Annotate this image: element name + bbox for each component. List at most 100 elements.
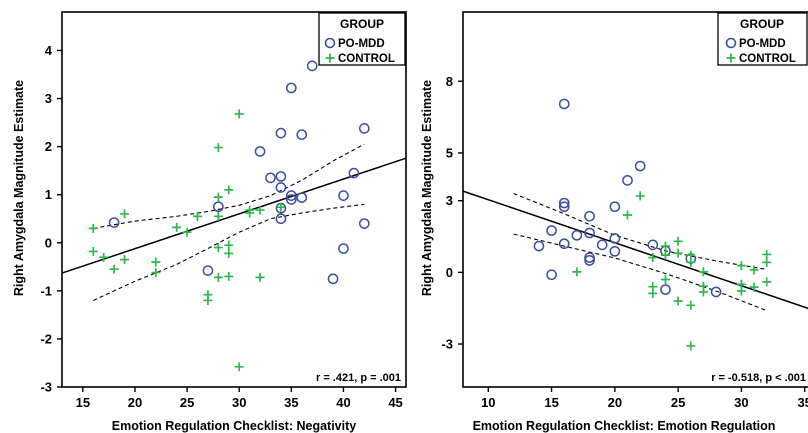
po-mdd-point — [558, 98, 570, 110]
control-point — [99, 252, 109, 262]
left-x-axis-title: Emotion Regulation Checklist: Negativity — [112, 419, 357, 433]
control-point — [673, 236, 683, 246]
control-point — [109, 264, 119, 274]
right-legend: GROUP PO-MDD CONTROL — [717, 12, 808, 66]
control-point — [224, 248, 234, 258]
po-mdd-point — [358, 218, 370, 229]
regression-line — [462, 190, 808, 310]
x-tick-label: 15 — [544, 395, 558, 410]
control-point — [673, 248, 683, 258]
po-mdd-point — [571, 229, 583, 241]
control-point — [762, 257, 772, 267]
right-legend-title: GROUP — [740, 17, 784, 31]
control-point — [120, 209, 130, 219]
po-mdd-point — [533, 240, 545, 252]
po-mdd-point — [254, 146, 266, 157]
po-mdd-point — [108, 217, 120, 228]
y-tick-label: -2 — [40, 331, 52, 346]
control-point — [193, 211, 203, 221]
po-mdd-point — [647, 239, 659, 251]
po-mdd-point — [710, 286, 722, 298]
y-tick-label: 2 — [45, 139, 52, 154]
left-legend-plus-marker — [325, 53, 335, 63]
control-point — [686, 341, 696, 351]
po-mdd-point — [609, 245, 621, 257]
control-point — [276, 202, 286, 212]
control-point — [255, 272, 265, 282]
control-point — [660, 241, 670, 251]
control-point — [224, 271, 234, 281]
control-point — [572, 267, 582, 277]
control-point — [749, 265, 759, 275]
po-mdd-point — [546, 269, 557, 281]
y-tick-label: 0 — [45, 235, 52, 250]
x-tick-label: 30 — [734, 395, 748, 410]
po-mdd-point — [358, 122, 370, 134]
po-mdd-point — [596, 239, 608, 251]
control-point — [172, 222, 182, 232]
x-tick-label: 25 — [180, 395, 194, 410]
y-tick-label: 3 — [446, 193, 453, 208]
control-point — [213, 143, 223, 153]
control-point — [224, 240, 234, 250]
right-data-points — [533, 98, 772, 351]
po-mdd-point — [609, 233, 621, 244]
control-point — [736, 286, 746, 296]
control-point — [698, 267, 708, 277]
control-point — [255, 205, 265, 215]
control-point — [234, 109, 244, 119]
left-y-axis-title: Right Amygdala Magnitude Estimate — [12, 80, 26, 296]
po-mdd-point — [609, 201, 621, 213]
po-mdd-point — [348, 167, 360, 179]
po-mdd-point — [306, 60, 318, 72]
right-fit-line-group — [462, 190, 808, 310]
po-mdd-point — [275, 213, 287, 225]
ci-lower-line — [93, 203, 365, 301]
po-mdd-point — [558, 197, 570, 209]
po-mdd-point — [558, 238, 570, 250]
po-mdd-point — [285, 190, 297, 202]
control-point — [213, 243, 223, 253]
control-point — [635, 191, 645, 201]
ci-upper-line — [513, 192, 767, 271]
po-mdd-point — [285, 194, 297, 205]
y-tick-label: 8 — [446, 74, 453, 89]
control-point — [736, 261, 746, 271]
x-tick-label: 25 — [671, 395, 685, 410]
right-legend-circle-marker — [725, 37, 737, 49]
y-tick-label: 1 — [45, 187, 52, 202]
right-legend-label-control: CONTROL — [739, 53, 796, 65]
x-tick-label: 20 — [608, 395, 622, 410]
right-legend-plus-marker — [726, 53, 736, 63]
ci-upper-line — [93, 143, 365, 229]
po-mdd-point — [296, 192, 308, 203]
po-mdd-point — [275, 182, 287, 193]
po-mdd-point — [275, 171, 287, 182]
control-point — [88, 223, 98, 233]
po-mdd-point — [660, 284, 671, 295]
left-data-points — [88, 60, 370, 372]
x-tick-label: 40 — [336, 395, 350, 410]
po-mdd-point — [296, 129, 308, 140]
po-mdd-point — [338, 190, 349, 202]
control-point — [698, 287, 708, 297]
po-mdd-point — [213, 201, 224, 213]
control-point — [623, 210, 633, 220]
left-confidence-band — [93, 143, 365, 301]
po-mdd-point — [584, 255, 595, 266]
po-mdd-point — [634, 160, 646, 172]
left-legend-circle-marker — [324, 37, 336, 49]
po-mdd-point — [584, 227, 595, 239]
x-tick-label: 15 — [76, 395, 90, 410]
control-point — [203, 295, 213, 305]
regression-line — [61, 157, 407, 274]
control-point — [224, 185, 234, 195]
left-legend-title: GROUP — [340, 17, 384, 31]
x-tick-label: 35 — [284, 395, 298, 410]
right-plot-frame — [462, 11, 808, 388]
po-mdd-point — [265, 172, 276, 184]
x-tick-label: 30 — [232, 395, 246, 410]
ci-lower-line — [513, 233, 767, 312]
po-mdd-point — [285, 82, 297, 94]
